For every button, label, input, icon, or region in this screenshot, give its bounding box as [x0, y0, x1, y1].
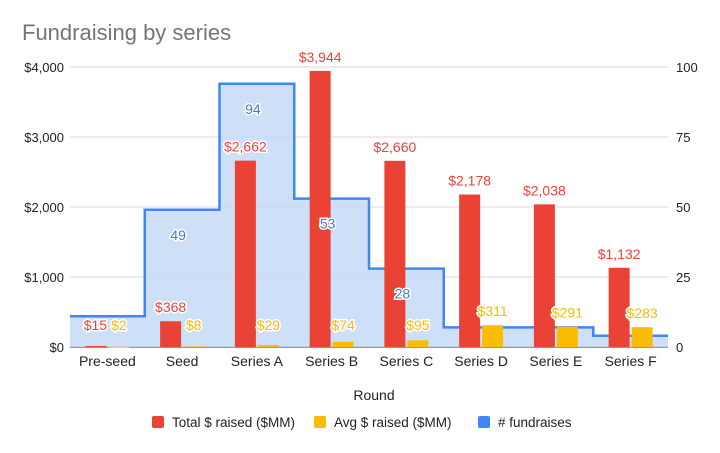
bar-total-raised — [309, 70, 331, 348]
y-tick-label: $1,000 — [24, 270, 64, 285]
y-tick-label: $2,000 — [24, 200, 64, 215]
data-label-avg-raised: $95 — [406, 317, 430, 333]
bar-total-raised — [85, 345, 107, 347]
y2-tick-label: 100 — [676, 60, 698, 75]
x-tick-label: Series B — [305, 353, 358, 369]
x-tick-label: Series F — [605, 353, 657, 369]
x-tick-label: Series C — [380, 353, 434, 369]
bar-total-raised — [533, 204, 555, 347]
x-axis-title: Round — [353, 387, 394, 403]
bar-avg-raised — [332, 341, 354, 347]
bar-avg-raised — [257, 344, 279, 347]
bar-avg-raised — [631, 327, 653, 347]
y-tick-label: $0 — [50, 340, 64, 355]
bar-avg-raised — [556, 326, 578, 347]
legend-label: Total $ raised ($MM) — [172, 415, 295, 430]
bar-avg-raised — [482, 325, 504, 347]
y-tick-label: $3,000 — [24, 130, 64, 145]
data-label-total-raised: $3,944 — [299, 49, 342, 65]
data-label-avg-raised: $29 — [257, 317, 281, 333]
data-label-avg-raised: $8 — [186, 317, 202, 333]
y2-tick-label: 50 — [676, 200, 690, 215]
legend-swatch — [478, 416, 490, 428]
data-label-total-raised: $15 — [84, 317, 108, 333]
legend-label: # fundraises — [498, 415, 572, 430]
bar-total-raised — [384, 160, 406, 347]
data-label-avg-raised: $2 — [111, 317, 127, 333]
bar-avg-raised — [407, 340, 429, 347]
data-label-avg-raised: $283 — [627, 305, 658, 321]
bar-avg-raised — [183, 346, 205, 347]
y2-tick-label: 25 — [676, 270, 690, 285]
y-tick-label: $4,000 — [24, 60, 64, 75]
data-label-avg-raised: $311 — [478, 303, 508, 319]
bar-total-raised — [234, 160, 256, 347]
x-tick-label: Seed — [166, 353, 199, 369]
bar-total-raised — [160, 321, 182, 347]
bar-total-raised — [608, 267, 630, 347]
y2-tick-label: 0 — [676, 340, 683, 355]
bar-avg-raised — [108, 346, 130, 348]
x-tick-label: Series D — [454, 353, 508, 369]
data-label-fundraises: 28 — [395, 286, 411, 302]
x-tick-label: Series E — [529, 353, 582, 369]
legend-label: Avg $ raised ($MM) — [334, 415, 452, 430]
x-tick-label: Series A — [231, 353, 284, 369]
y2-tick-label: 75 — [676, 130, 690, 145]
data-label-fundraises: 94 — [245, 101, 261, 117]
legend-swatch — [314, 416, 326, 428]
data-label-avg-raised: $291 — [552, 305, 583, 321]
data-label-total-raised: $2,662 — [224, 139, 267, 155]
data-label-avg-raised: $74 — [331, 317, 355, 333]
data-label-fundraises: 53 — [320, 216, 336, 232]
chart-title: Fundraising by series — [22, 20, 232, 45]
legend-swatch — [152, 416, 164, 428]
data-label-fundraises: 49 — [170, 227, 186, 243]
bar-total-raised — [459, 194, 481, 347]
data-label-total-raised: $2,038 — [523, 182, 566, 198]
data-label-total-raised: $2,660 — [373, 139, 416, 155]
data-label-total-raised: $1,132 — [598, 246, 641, 262]
data-label-total-raised: $2,178 — [448, 173, 491, 189]
x-tick-label: Pre-seed — [79, 353, 136, 369]
data-label-total-raised: $368 — [155, 299, 186, 315]
